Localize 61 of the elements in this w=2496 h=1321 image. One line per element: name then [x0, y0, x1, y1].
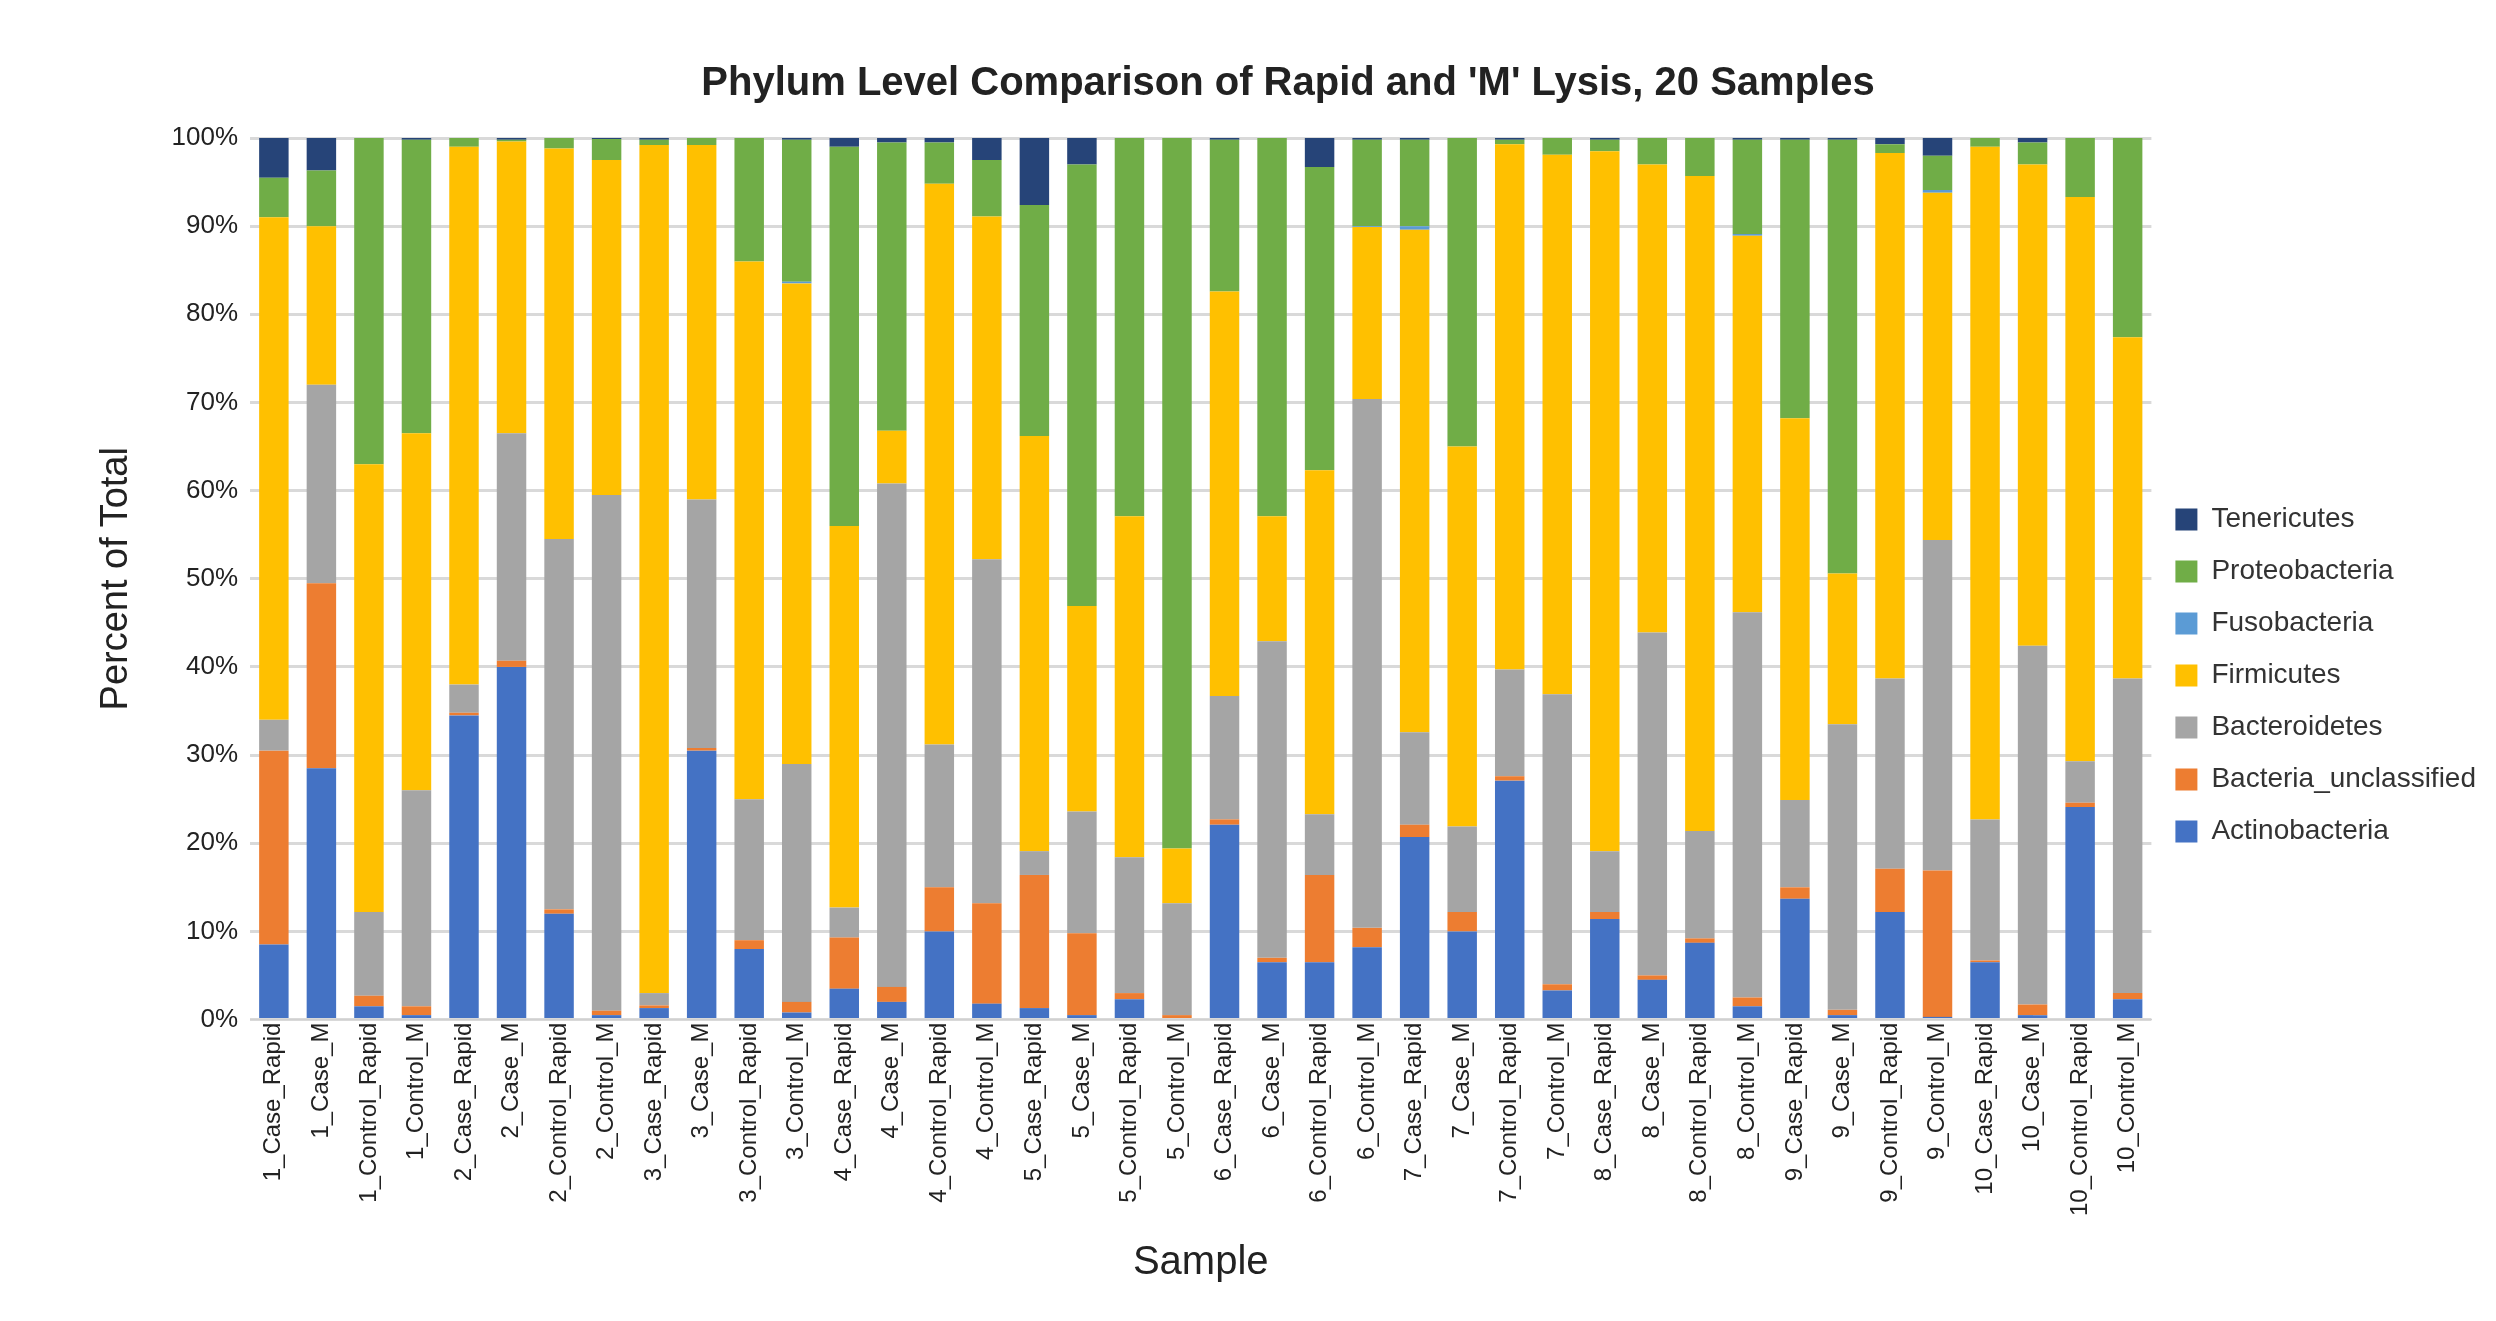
- x-tick-label: 9_Case_M: [1827, 1022, 1855, 1139]
- x-tick-label: 3_Control_M: [781, 1022, 809, 1160]
- x-tick-label: 2_Control_M: [591, 1022, 619, 1160]
- x-tick-label: 8_Case_Rapid: [1589, 1022, 1617, 1182]
- x-tick-label: 6_Control_M: [1351, 1022, 1379, 1160]
- x-tick-label: 5_Control_Rapid: [1114, 1022, 1142, 1203]
- legend-label: Proteobacteria: [2211, 554, 2394, 586]
- x-tick-label: 1_Case_Rapid: [258, 1022, 286, 1182]
- x-tick-label: 1_Case_M: [306, 1022, 334, 1139]
- y-tick-label: 40%: [186, 650, 239, 681]
- y-tick-label: 60%: [186, 473, 239, 504]
- x-tick-label: 9_Control_Rapid: [1874, 1022, 1902, 1203]
- x-tick-label: 5_Control_M: [1161, 1022, 1189, 1160]
- legend-label: Fusobacteria: [2211, 606, 2374, 638]
- x-tick-label: 7_Case_Rapid: [1399, 1022, 1427, 1182]
- y-tick-label: 70%: [186, 385, 239, 416]
- y-tick-label: 90%: [186, 209, 239, 240]
- x-tick-label: 6_Case_Rapid: [1209, 1022, 1237, 1182]
- x-tick-label: 1_Control_M: [401, 1022, 429, 1160]
- legend-label: Bacteroidetes: [2211, 710, 2383, 742]
- x-tick-label: 7_Control_M: [1541, 1022, 1569, 1160]
- x-tick-label: 9_Control_M: [1922, 1022, 1950, 1160]
- x-tick-label: 1_Control_Rapid: [353, 1022, 381, 1203]
- y-tick-label: 30%: [186, 738, 239, 769]
- y-tick-label: 10%: [186, 914, 239, 945]
- y-axis-title: Percent of Total: [93, 447, 136, 711]
- x-tick-label: 9_Case_Rapid: [1779, 1022, 1807, 1182]
- x-axis-title: Sample: [1132, 1238, 1269, 1283]
- legend-label: Actinobacteria: [2211, 814, 2390, 846]
- legend-label: Tenericutes: [2211, 502, 2355, 534]
- x-tick-label: 8_Case_M: [1636, 1022, 1664, 1139]
- x-tick-label: 4_Control_Rapid: [923, 1022, 951, 1203]
- x-tick-label: 5_Case_M: [1066, 1022, 1094, 1139]
- y-tick-label: 0%: [200, 1002, 239, 1033]
- y-tick-label: 80%: [186, 297, 239, 328]
- x-tick-label: 10_Control_M: [2112, 1022, 2140, 1174]
- x-tick-label: 4_Case_M: [876, 1022, 904, 1139]
- x-tick-label: 5_Case_Rapid: [1019, 1022, 1047, 1182]
- x-tick-label: 4_Control_M: [971, 1022, 999, 1160]
- x-tick-label: 3_Control_Rapid: [733, 1022, 761, 1203]
- y-tick-label: 100%: [171, 121, 239, 152]
- legend-label: Firmicutes: [2211, 658, 2341, 690]
- x-tick-label: 2_Case_M: [496, 1022, 524, 1139]
- legend-label: Bacteria_unclassified: [2211, 762, 2476, 794]
- y-tick-label: 20%: [186, 826, 239, 857]
- x-tick-label: 3_Case_Rapid: [638, 1022, 666, 1182]
- x-tick-label: 2_Case_Rapid: [448, 1022, 476, 1182]
- x-tick-label: 6_Control_Rapid: [1304, 1022, 1332, 1203]
- x-tick-label: 3_Case_M: [686, 1022, 714, 1139]
- x-tick-label: 10_Control_Rapid: [2064, 1022, 2092, 1216]
- x-tick-label: 2_Control_Rapid: [543, 1022, 571, 1203]
- x-tick-label: 6_Case_M: [1256, 1022, 1284, 1139]
- x-tick-label: 7_Control_Rapid: [1494, 1022, 1522, 1203]
- x-tick-label: 7_Case_M: [1446, 1022, 1474, 1139]
- x-tick-label: 4_Case_Rapid: [828, 1022, 856, 1182]
- y-tick-label: 50%: [186, 561, 239, 592]
- x-tick-label: 10_Case_M: [2017, 1022, 2045, 1152]
- x-tick-label: 8_Control_M: [1732, 1022, 1759, 1160]
- x-tick-label: 8_Control_Rapid: [1684, 1022, 1712, 1203]
- x-tick-label: 10_Case_Rapid: [1969, 1022, 1997, 1195]
- chart-title: Phylum Level Comparison of Rapid and 'M' Lysis, 20 Samples: [701, 59, 1875, 104]
